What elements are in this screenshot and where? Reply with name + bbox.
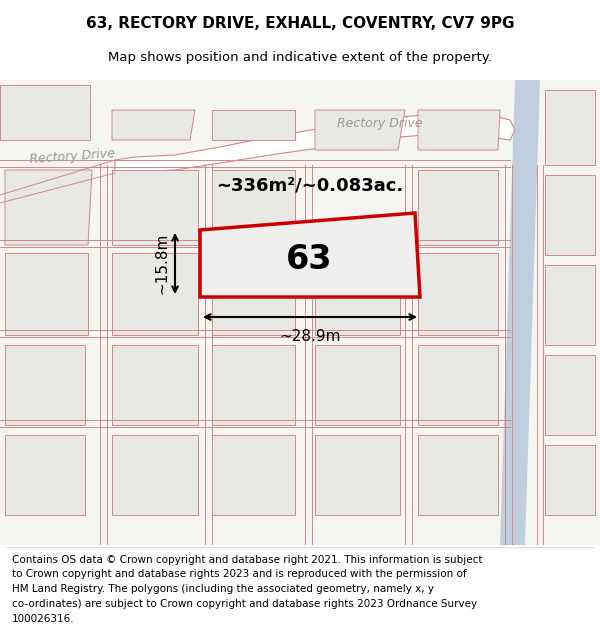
Polygon shape	[418, 253, 498, 335]
Polygon shape	[112, 253, 198, 335]
Polygon shape	[212, 110, 295, 140]
Polygon shape	[418, 110, 500, 150]
Polygon shape	[212, 170, 295, 245]
Text: 63: 63	[286, 242, 332, 276]
Polygon shape	[112, 345, 198, 425]
Text: to Crown copyright and database rights 2023 and is reproduced with the permissio: to Crown copyright and database rights 2…	[12, 569, 467, 579]
Polygon shape	[5, 345, 85, 425]
Text: HM Land Registry. The polygons (including the associated geometry, namely x, y: HM Land Registry. The polygons (includin…	[12, 584, 434, 594]
Polygon shape	[500, 80, 540, 545]
Polygon shape	[5, 253, 88, 335]
Polygon shape	[200, 213, 420, 297]
Text: 63, RECTORY DRIVE, EXHALL, COVENTRY, CV7 9PG: 63, RECTORY DRIVE, EXHALL, COVENTRY, CV7…	[86, 16, 514, 31]
Polygon shape	[545, 175, 595, 255]
Polygon shape	[212, 435, 295, 515]
Polygon shape	[545, 265, 595, 345]
Text: ~15.8m: ~15.8m	[154, 232, 169, 294]
Polygon shape	[115, 113, 515, 173]
Polygon shape	[5, 170, 92, 245]
Text: Rectory Drive: Rectory Drive	[337, 116, 423, 129]
Text: Rectory Drive: Rectory Drive	[29, 148, 115, 166]
Polygon shape	[5, 435, 85, 515]
Polygon shape	[212, 253, 295, 335]
Polygon shape	[315, 345, 400, 425]
Text: co-ordinates) are subject to Crown copyright and database rights 2023 Ordnance S: co-ordinates) are subject to Crown copyr…	[12, 599, 477, 609]
Text: ~336m²/~0.083ac.: ~336m²/~0.083ac.	[217, 176, 404, 194]
Polygon shape	[545, 355, 595, 435]
Polygon shape	[545, 90, 595, 165]
Polygon shape	[418, 170, 498, 245]
Polygon shape	[545, 445, 595, 515]
Text: Contains OS data © Crown copyright and database right 2021. This information is : Contains OS data © Crown copyright and d…	[12, 554, 482, 564]
Text: 100026316.: 100026316.	[12, 614, 74, 624]
Polygon shape	[0, 80, 600, 545]
Polygon shape	[212, 345, 295, 425]
Polygon shape	[315, 110, 405, 150]
Text: ~28.9m: ~28.9m	[279, 329, 341, 344]
Polygon shape	[315, 253, 400, 335]
Polygon shape	[0, 85, 90, 140]
Text: Map shows position and indicative extent of the property.: Map shows position and indicative extent…	[108, 51, 492, 64]
Polygon shape	[418, 435, 498, 515]
Polygon shape	[315, 435, 400, 515]
Polygon shape	[112, 110, 195, 140]
Polygon shape	[112, 170, 198, 245]
Polygon shape	[418, 345, 498, 425]
Polygon shape	[112, 435, 198, 515]
